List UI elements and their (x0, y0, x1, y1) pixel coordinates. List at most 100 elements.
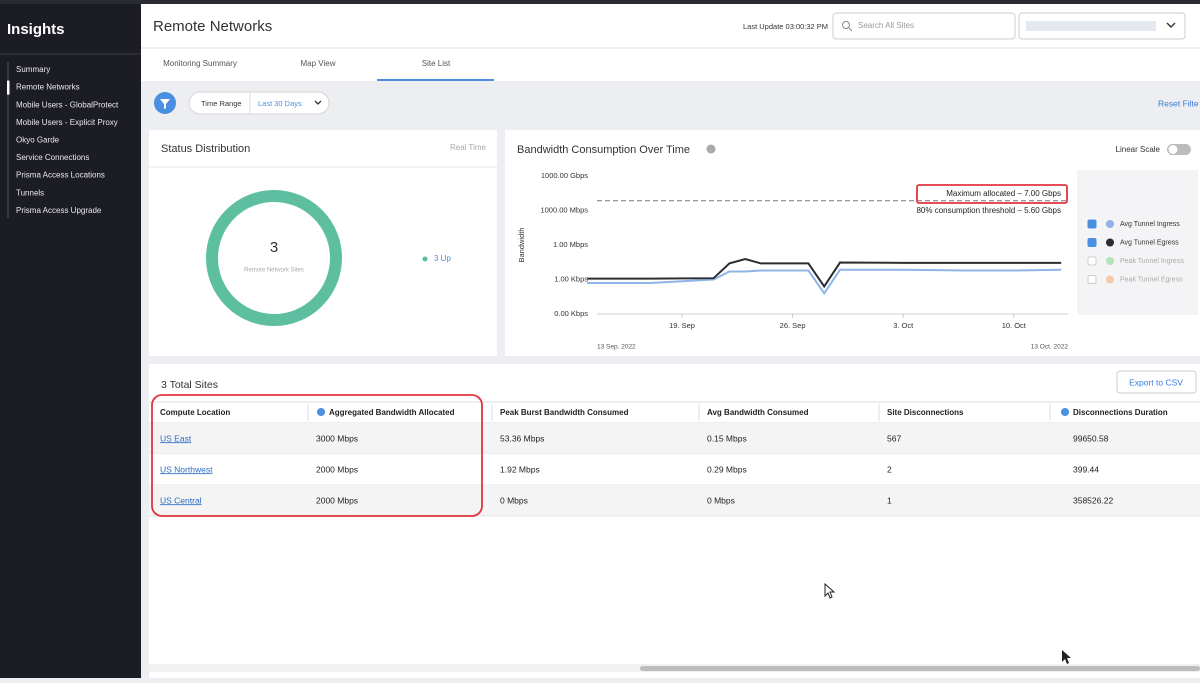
legend-panel (1077, 170, 1198, 315)
legend-dot (1106, 220, 1114, 228)
export-button[interactable] (1116, 370, 1197, 394)
filter-icon (160, 99, 170, 109)
toggle-knob (1168, 145, 1178, 154)
sidebar (0, 0, 141, 678)
legend-dot (1106, 257, 1114, 265)
nav-item[interactable]: Remote Networks (16, 83, 80, 92)
site-link[interactable]: US East (160, 433, 192, 443)
status-mode: Real Time (450, 143, 487, 152)
nav-item[interactable]: Mobile Users - GlobalProtect (16, 100, 119, 109)
legend-checkbox[interactable] (1087, 256, 1097, 266)
info-icon (317, 408, 325, 416)
site-link[interactable]: US Central (160, 495, 202, 505)
legend-checkbox[interactable] (1087, 219, 1097, 229)
cursor (1062, 650, 1071, 664)
table-row (149, 423, 1200, 454)
tabs: Monitoring Summary Map View Site List (163, 59, 494, 81)
tab[interactable]: Monitoring Summary (163, 59, 237, 68)
last-update: Last Update 03:00:32 PM (743, 22, 828, 31)
table-cell: 2000 Mbps (316, 464, 358, 474)
chart: 0.00 Kbps 1.00 Kbps 1.00 Mbps 1000.00 Mbps 1… (540, 171, 1184, 351)
series-line (587, 268, 1062, 296)
info-icon (1061, 408, 1069, 416)
column-header[interactable]: Peak Burst Bandwidth Consumed (500, 408, 629, 417)
time-range-label: Time Range (201, 99, 242, 108)
legend-dot (1106, 238, 1114, 247)
legend-label[interactable]: Avg Tunnel Egress (1120, 239, 1179, 246)
legend-label[interactable]: Avg Tunnel Ingress (1120, 221, 1180, 228)
x-limit-label: 13 Oct. 2022 (1031, 344, 1069, 351)
x-tick-label: 10. Oct (1002, 321, 1027, 330)
sidebar-title: Insights (7, 21, 65, 38)
y-tick-label: 1000.00 Gbps (541, 171, 588, 180)
tab-underline (377, 79, 494, 81)
status-card (149, 130, 497, 356)
table-cell: 99650.58 (1073, 433, 1109, 443)
nav-item[interactable]: Okyo Garde (16, 136, 60, 145)
table-cell: 0 Mbps (707, 495, 735, 505)
search-icon (848, 27, 853, 32)
info-icon (706, 144, 716, 154)
search-placeholder: Search All Sites (858, 21, 914, 30)
time-range-value: Last 30 Days (258, 99, 302, 108)
top-bar (0, 0, 1200, 4)
table-cell: 2 (887, 464, 892, 474)
nav-item[interactable]: Prisma Access Upgrade (16, 206, 102, 215)
y-tick-label: 1.00 Mbps (553, 240, 588, 249)
nav: Summary Remote Networks Mobile Users - Glo… (7, 65, 119, 215)
legend-label[interactable]: Peak Tunnel Ingress (1120, 258, 1184, 265)
x-tick-label: 26. Sep (780, 321, 806, 330)
table: Compute Location Aggregated Bandwidth All… (149, 401, 1200, 517)
legend-label[interactable]: Peak Tunnel Egress (1120, 276, 1183, 283)
table-header (149, 402, 1200, 423)
nav-item[interactable]: Summary (16, 65, 50, 74)
time-range-pill[interactable] (188, 91, 330, 115)
table-cell: 2000 Mbps (316, 495, 358, 505)
nav-item[interactable]: Tunnels (16, 188, 44, 197)
nav-item[interactable]: Mobile Users - Explicit Proxy (16, 118, 118, 127)
chevron (1166, 22, 1176, 28)
export-label: Export to CSV (1129, 377, 1183, 387)
search-box[interactable] (832, 12, 1016, 40)
page-title: Remote Networks (153, 18, 272, 35)
nav-item[interactable]: Prisma Access Locations (16, 171, 105, 180)
card-title: Bandwidth Consumption Over Time (517, 144, 690, 156)
table-cell: 1.92 Mbps (500, 464, 540, 474)
donut-total: 3 (270, 239, 278, 256)
table-cell: 0.29 Mbps (707, 464, 747, 474)
x-limit-label: 13 Sep. 2022 (597, 344, 636, 351)
tab[interactable]: Map View (301, 59, 336, 68)
annotation: Maximum allocated – 7.00 Gbps (946, 189, 1061, 198)
column-header[interactable]: Avg Bandwidth Consumed (707, 408, 809, 417)
tab-bar (141, 48, 1200, 81)
y-tick-label: 0.00 Kbps (554, 309, 588, 318)
column-header[interactable]: Site Disconnections (887, 408, 964, 417)
annotation: 80% consumption threshold – 5.60 Gbps (916, 206, 1061, 215)
nav-item[interactable]: Service Connections (16, 153, 89, 162)
legend-checkbox[interactable] (1087, 275, 1097, 284)
legend-dot (422, 256, 428, 262)
card-title: Status Distribution (161, 143, 250, 155)
y-tick-label: 1000.00 Mbps (540, 205, 588, 214)
chevron (314, 100, 322, 105)
tab[interactable]: Site List (422, 59, 451, 68)
highlight-box (916, 184, 1068, 204)
table-cell: 53.36 Mbps (500, 433, 544, 443)
table-row (149, 454, 1200, 485)
column-header[interactable]: Aggregated Bandwidth Allocated (329, 408, 455, 417)
table-cell: 567 (887, 433, 901, 443)
scale-toggle-label: Linear Scale (1116, 145, 1161, 154)
site-link[interactable]: US Northwest (160, 464, 213, 474)
scrollbar-thumb[interactable] (640, 666, 1200, 671)
y-tick-label: 1.00 Kbps (554, 274, 588, 283)
donut-caption: Remote Network Sites (244, 268, 304, 274)
cursor (824, 582, 836, 599)
table-cell: 0 Mbps (500, 495, 528, 505)
table-cell: 358526.22 (1073, 495, 1113, 505)
column-header[interactable]: Compute Location (160, 408, 230, 417)
legend-checkbox[interactable] (1087, 238, 1097, 247)
series-line (587, 258, 1062, 289)
column-header[interactable]: Disconnections Duration (1073, 408, 1168, 417)
reset-filter[interactable]: Reset Filte (1158, 98, 1199, 108)
